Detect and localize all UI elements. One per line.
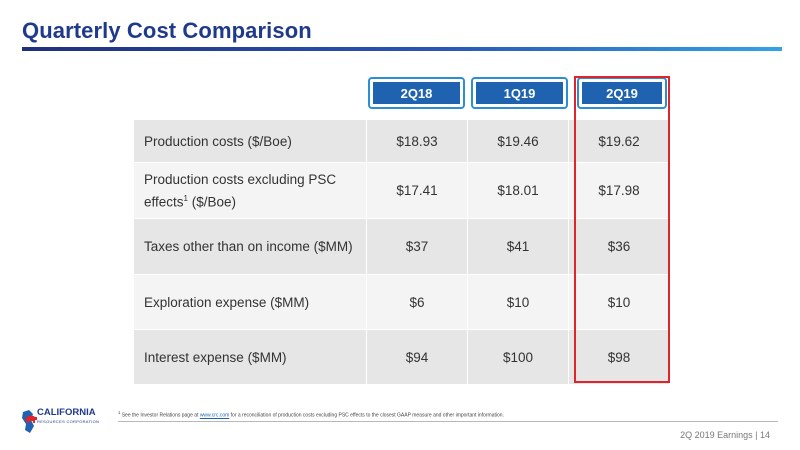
footnote-text: See the Investor Relations page at	[120, 412, 200, 419]
column-header-label: 1Q19	[476, 82, 563, 104]
row-label-unit: ($/Boe)	[187, 194, 237, 210]
column-header-2q18: 2Q18	[368, 77, 465, 109]
row-label: Exploration expense ($MM)	[134, 275, 366, 329]
table-row: Taxes other than on income ($MM) $37 $41…	[134, 219, 670, 275]
table-row: Interest expense ($MM) $94 $100 $98	[134, 330, 670, 385]
row-label: Taxes other than on income ($MM)	[134, 219, 366, 274]
footnote-marker: 1	[118, 410, 121, 415]
table-row: Production costs excluding PSC effects1 …	[134, 163, 670, 219]
page-title: Quarterly Cost Comparison	[22, 18, 312, 43]
column-header-2q19: 2Q19	[577, 77, 667, 109]
investor-relations-link[interactable]: www.crc.com	[199, 412, 230, 419]
california-bear-logo-icon	[22, 410, 37, 433]
title-underline	[22, 47, 782, 51]
table-row: Exploration expense ($MM) $6 $10 $10	[134, 275, 670, 330]
row-label-text: Production costs excluding PSC effects	[144, 171, 337, 210]
row-label: Interest expense ($MM)	[134, 330, 366, 384]
cell-value: $10	[467, 275, 568, 329]
row-label: Production costs ($/Boe)	[134, 120, 366, 162]
table-row: Production costs ($/Boe) $18.93 $19.46 $…	[134, 120, 670, 163]
logo-wordmark: CALIFORNIA	[37, 407, 96, 418]
cell-value: $41	[467, 219, 568, 274]
cell-value: $100	[467, 330, 568, 384]
logo-subtitle: RESOURCES CORPORATION	[37, 419, 100, 424]
column-header-1q19: 1Q19	[471, 77, 568, 109]
column-header-label: 2Q18	[373, 82, 460, 104]
footer-divider	[118, 421, 778, 422]
page-number: 2Q 2019 Earnings | 14	[680, 430, 770, 440]
cell-value: $18.93	[366, 120, 467, 162]
cell-value: $37	[366, 219, 467, 274]
cost-comparison-table: Production costs ($/Boe) $18.93 $19.46 $…	[134, 120, 670, 385]
cell-value: $6	[366, 275, 467, 329]
column-header-label: 2Q19	[582, 82, 662, 104]
footnote-marker: 1	[183, 193, 188, 203]
cell-value: $17.98	[568, 163, 669, 218]
cell-value: $10	[568, 275, 669, 329]
cell-value: $18.01	[467, 163, 568, 218]
cell-value: $19.62	[568, 120, 669, 162]
cell-value: $36	[568, 219, 669, 274]
footnote-text: for a reconciliation of production costs…	[229, 412, 504, 419]
footnote: 1 See the Investor Relations page at www…	[118, 410, 504, 419]
cell-value: $94	[366, 330, 467, 384]
cell-value: $17.41	[366, 163, 467, 218]
cell-value: $19.46	[467, 120, 568, 162]
row-label: Production costs excluding PSC effects1 …	[134, 163, 366, 218]
cell-value: $98	[568, 330, 669, 384]
highlight-box-2q19	[574, 76, 670, 383]
